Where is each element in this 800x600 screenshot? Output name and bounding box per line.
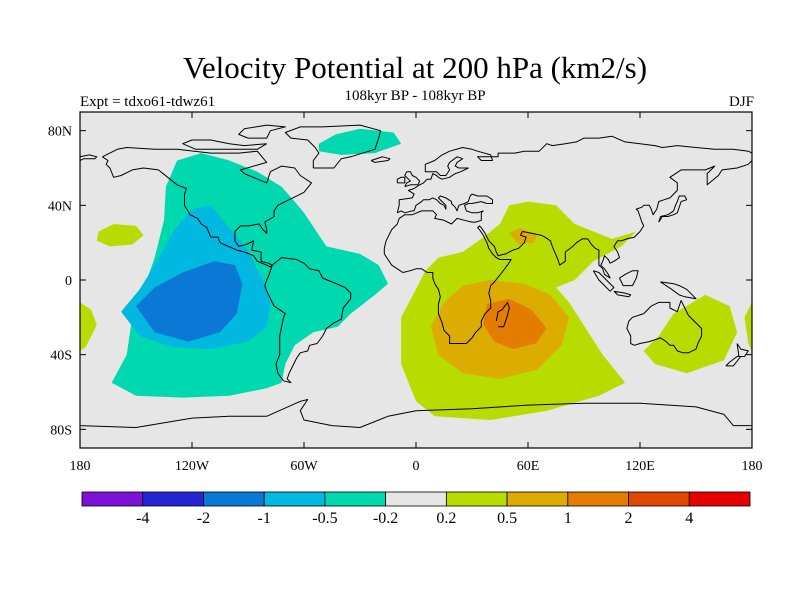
colorbar-label: 2 <box>625 510 633 527</box>
colorbar-swatch <box>567 491 629 507</box>
y-tick-label: 40S <box>50 349 72 364</box>
coastline-4 <box>383 160 752 344</box>
coastline-layer <box>80 124 752 428</box>
coastline-5 <box>495 301 510 328</box>
x-tick-label: 0 <box>413 459 420 474</box>
colorbar-swatch <box>445 491 508 507</box>
coastline-15 <box>592 270 615 292</box>
colorbar-swatch <box>385 491 447 507</box>
coastline-19 <box>736 343 749 357</box>
colorbar-swatch <box>628 491 690 507</box>
coastline-18 <box>660 281 697 300</box>
coastline-1 <box>264 257 352 384</box>
contour-region-west-edge-green <box>744 302 752 351</box>
x-tick-label: 180 <box>70 459 91 474</box>
contour-region-australia-green <box>643 294 738 374</box>
x-tick-label: 60E <box>517 459 540 474</box>
coastline-13 <box>370 156 391 163</box>
y-tick-label: 0 <box>65 274 72 289</box>
coastline-7 <box>80 399 752 428</box>
coastline-10 <box>238 124 286 139</box>
contour-fill-layer <box>80 128 752 420</box>
colorbar: -4 -2 -1 -0.5 -0.2 0.2 0.5 1 2 4 <box>81 491 751 527</box>
experiment-label: Expt = tdxo61-tdwz61 <box>80 94 216 110</box>
coastline-9 <box>182 139 267 150</box>
coastline-12 <box>396 176 406 184</box>
y-axis: 80N 40N 0 40S 80S <box>48 125 752 438</box>
colorbar-label: 1 <box>564 510 572 527</box>
colorbar-label: -2 <box>197 510 210 527</box>
x-tick-label: 120E <box>625 459 655 474</box>
map-subtitle: 108kyr BP - 108kyr BP <box>344 88 486 104</box>
coastline-8 <box>284 124 381 169</box>
colorbar-swatch <box>142 491 204 507</box>
colorbar-label: 4 <box>685 510 693 527</box>
season-label: DJF <box>728 94 754 110</box>
y-tick-label: 80N <box>48 125 72 140</box>
coastline-14 <box>658 195 688 223</box>
colorbar-swatch <box>263 491 326 507</box>
y-tick-label: 80S <box>50 423 72 438</box>
coastline-2 <box>396 135 752 213</box>
colorbar-label: -0.2 <box>373 510 398 527</box>
coastline-20 <box>725 356 742 367</box>
colorbar-label: -0.5 <box>312 510 337 527</box>
colorbar-swatch <box>81 491 144 507</box>
colorbar-swatch <box>203 491 265 507</box>
contour-region-pacific-blue <box>136 261 243 342</box>
contour-region-north-pacific-green <box>96 224 144 247</box>
colorbar-label: -4 <box>136 510 149 527</box>
x-tick-label: 180 <box>742 459 763 474</box>
colorbar-swatch <box>324 491 387 507</box>
coastline-3 <box>80 154 98 161</box>
contour-region-south-pacific-green <box>80 302 97 351</box>
coastline-11 <box>404 171 421 188</box>
contour-region-north-atlantic-cyan <box>318 128 402 155</box>
colorbar-label: 0.5 <box>497 510 517 527</box>
colorbar-swatch <box>688 491 751 507</box>
colorbar-swatch <box>506 491 569 507</box>
coastline-17 <box>619 270 639 287</box>
x-tick-label: 120W <box>175 459 210 474</box>
x-axis: 180 120W 60W 0 60E 120E 180 <box>70 112 763 474</box>
colorbar-label: -1 <box>258 510 271 527</box>
colorbar-label: 0.2 <box>436 510 456 527</box>
y-tick-label: 40N <box>48 199 72 214</box>
coastline-0 <box>102 147 312 268</box>
coastline-6 <box>626 300 703 354</box>
coastline-16 <box>613 290 632 298</box>
x-tick-label: 60W <box>290 459 318 474</box>
map-title: Velocity Potential at 200 hPa (km2/s) <box>182 50 648 85</box>
